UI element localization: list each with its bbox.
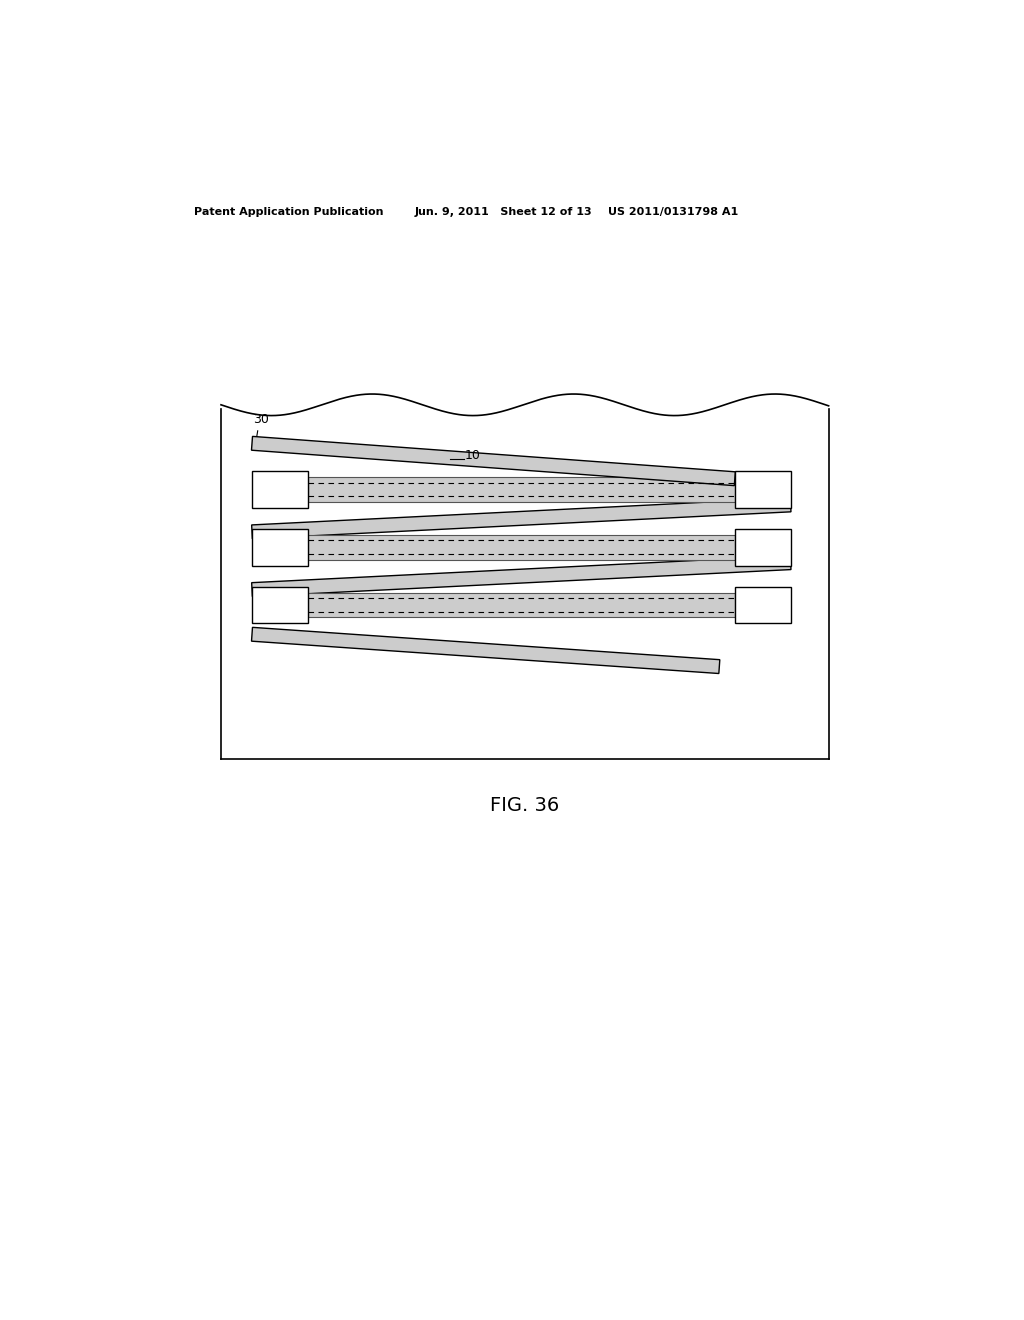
Polygon shape	[252, 437, 735, 486]
Polygon shape	[252, 627, 720, 673]
Polygon shape	[252, 556, 791, 597]
Bar	[308, 593, 735, 618]
Bar	[308, 478, 735, 502]
Polygon shape	[252, 498, 791, 539]
Bar	[308, 535, 735, 560]
Text: Patent Application Publication: Patent Application Publication	[194, 207, 383, 218]
Bar	[735, 471, 791, 508]
Text: Jun. 9, 2011   Sheet 12 of 13: Jun. 9, 2011 Sheet 12 of 13	[415, 207, 592, 218]
Text: FIG. 36: FIG. 36	[490, 796, 559, 814]
Bar	[735, 586, 791, 623]
Bar	[252, 529, 308, 566]
Text: US 2011/0131798 A1: US 2011/0131798 A1	[608, 207, 738, 218]
Bar	[252, 471, 308, 508]
Text: 30: 30	[254, 413, 269, 426]
Text: 10: 10	[465, 449, 481, 462]
Bar	[735, 529, 791, 566]
Bar	[252, 586, 308, 623]
